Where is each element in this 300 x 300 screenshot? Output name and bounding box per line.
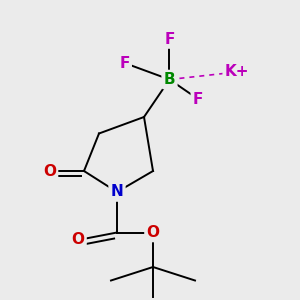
Text: N: N <box>111 184 123 200</box>
Text: O: O <box>146 225 160 240</box>
Text: K+: K+ <box>225 64 249 80</box>
Text: F: F <box>119 56 130 70</box>
Text: F: F <box>164 32 175 46</box>
Text: O: O <box>43 164 56 178</box>
Text: B: B <box>164 72 175 87</box>
Text: F: F <box>193 92 203 106</box>
Text: O: O <box>71 232 85 247</box>
